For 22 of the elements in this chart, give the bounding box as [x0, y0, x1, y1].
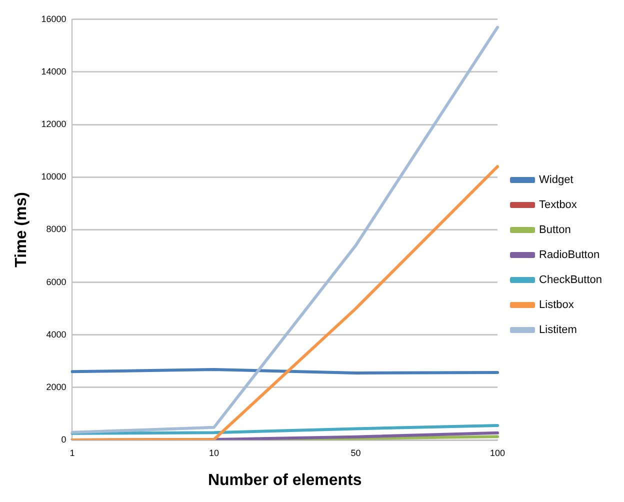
y-tick-label: 16000	[41, 14, 66, 24]
legend-label: Button	[539, 224, 571, 236]
legend-label: Widget	[539, 174, 574, 186]
y-tick-label: 2000	[46, 382, 66, 392]
x-tick-label: 100	[490, 448, 506, 458]
y-tick-label: 12000	[41, 119, 66, 130]
y-axis-title: Time (ms)	[13, 192, 30, 268]
legend-label: Textbox	[539, 199, 578, 212]
x-tick-label: 10	[208, 448, 219, 458]
y-tick-label: 10000	[41, 172, 66, 182]
legend-label: RadioButton	[539, 249, 600, 262]
y-tick-label: 6000	[46, 276, 66, 287]
y-tick-label: 4000	[46, 329, 66, 340]
x-axis-title: Number of elements	[208, 472, 362, 489]
x-tick-label: 1	[70, 448, 75, 458]
y-tick-label: 0	[61, 434, 66, 444]
legend-label: Listitem	[539, 324, 577, 336]
y-tick-label: 14000	[41, 66, 66, 76]
y-tick-label: 8000	[46, 224, 66, 234]
legend-label: CheckButton	[539, 274, 602, 286]
x-tick-label: 50	[350, 448, 361, 458]
legend-label: Listbox	[539, 299, 574, 312]
